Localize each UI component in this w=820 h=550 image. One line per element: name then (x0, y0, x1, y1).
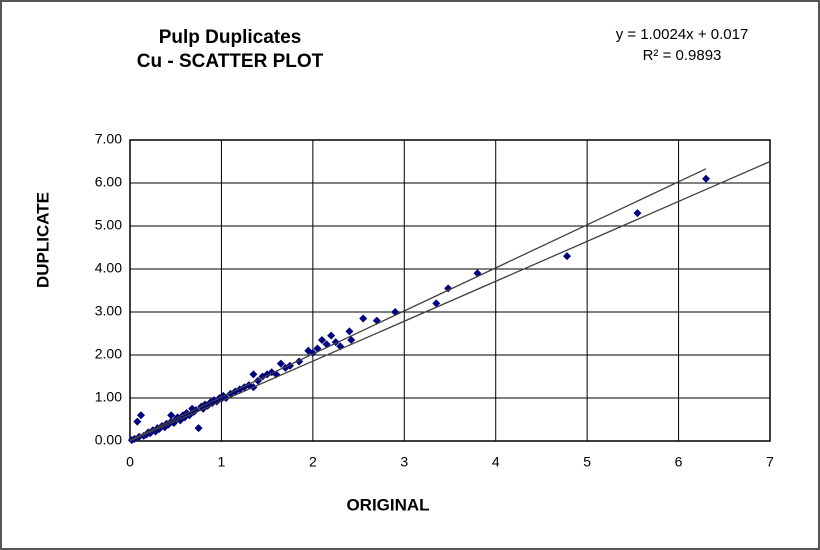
x-tick-label: 7 (766, 454, 774, 470)
plot-border (129, 139, 771, 442)
point (249, 370, 258, 379)
x-tick-label: 2 (309, 454, 317, 470)
x-tick-label: 3 (400, 454, 408, 470)
point (444, 284, 453, 293)
point (702, 174, 710, 183)
line (129, 168, 707, 441)
point (276, 359, 285, 368)
point (133, 417, 142, 426)
y-tick-label: 2.00 (95, 346, 122, 362)
r-squared: R² = 0.9893 (643, 47, 722, 64)
y-tick-label: 7.00 (95, 131, 122, 147)
point (327, 331, 336, 340)
point (563, 252, 572, 261)
point (359, 314, 368, 323)
chart-subtitle: Cu - SCATTER PLOT (137, 51, 324, 72)
x-axis-label: ORIGINAL (346, 495, 429, 514)
x-tick-label: 5 (583, 454, 591, 470)
line (129, 160, 771, 442)
y-tick-label: 5.00 (95, 217, 122, 233)
point (167, 411, 176, 420)
y-tick-label: 4.00 (95, 260, 122, 276)
equation: y = 1.0024x + 0.017 (616, 26, 749, 43)
y-axis-label: DUPLICATE (33, 192, 52, 288)
chart-title: Pulp Duplicates (159, 27, 302, 48)
point (194, 424, 203, 433)
point (633, 209, 642, 218)
y-tick-label: 0.00 (95, 432, 122, 448)
x-tick-label: 4 (492, 454, 500, 470)
y-tick-label: 6.00 (95, 174, 122, 190)
y-tick-label: 3.00 (95, 303, 122, 319)
point (347, 335, 356, 344)
x-tick-label: 0 (126, 454, 134, 470)
x-tick-label: 6 (675, 454, 683, 470)
point (432, 299, 441, 308)
point (136, 411, 145, 420)
x-tick-label: 1 (218, 454, 226, 470)
y-tick-label: 1.00 (95, 389, 122, 405)
point (345, 327, 354, 336)
point (318, 335, 326, 344)
